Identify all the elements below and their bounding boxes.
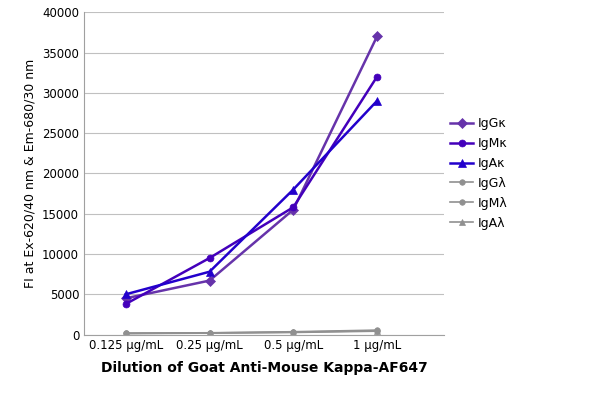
IgMλ [290,330,297,335]
IgAκ [122,292,130,297]
IgMκ [373,74,380,79]
IgMκ [206,255,213,260]
Line: IgGλ: IgGλ [123,327,380,336]
IgAκ [290,187,297,192]
IgGλ [290,329,297,334]
IgMλ [206,330,213,335]
IgGλ [373,328,380,333]
Line: IgMλ: IgMλ [123,328,380,336]
Y-axis label: FI at Ex-620/40 nm & Em-680/30 nm: FI at Ex-620/40 nm & Em-680/30 nm [23,59,37,288]
IgAλ [206,330,213,335]
Line: IgAκ: IgAκ [122,97,381,298]
Legend: IgGκ, IgMκ, IgAκ, IgGλ, IgMλ, IgAλ: IgGκ, IgMκ, IgAκ, IgGλ, IgMλ, IgAλ [450,117,508,230]
IgAλ [290,330,297,335]
IgGλ [122,330,130,335]
IgGκ [206,278,213,283]
IgAκ [373,98,380,103]
Line: IgAλ: IgAλ [123,328,380,336]
IgMκ [122,302,130,306]
Line: IgGκ: IgGκ [122,33,380,302]
IgAλ [373,329,380,334]
IgAκ [206,269,213,274]
IgGλ [206,330,213,335]
IgAλ [122,331,130,336]
IgGκ [290,207,297,212]
Line: IgMκ: IgMκ [122,73,380,307]
IgMλ [373,328,380,333]
IgGκ [122,296,130,301]
X-axis label: Dilution of Goat Anti-Mouse Kappa-AF647: Dilution of Goat Anti-Mouse Kappa-AF647 [101,361,427,375]
IgMκ [290,205,297,210]
IgGκ [373,34,380,39]
IgMλ [122,331,130,336]
